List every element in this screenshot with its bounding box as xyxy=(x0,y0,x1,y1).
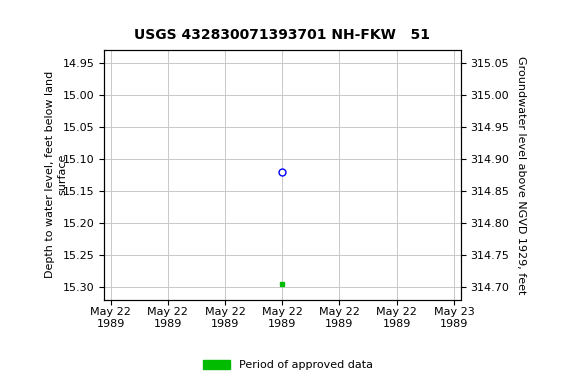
Legend: Period of approved data: Period of approved data xyxy=(198,356,378,375)
Y-axis label: Depth to water level, feet below land
surface: Depth to water level, feet below land su… xyxy=(44,71,67,278)
Y-axis label: Groundwater level above NGVD 1929, feet: Groundwater level above NGVD 1929, feet xyxy=(516,56,526,294)
Title: USGS 432830071393701 NH-FKW   51: USGS 432830071393701 NH-FKW 51 xyxy=(134,28,430,42)
